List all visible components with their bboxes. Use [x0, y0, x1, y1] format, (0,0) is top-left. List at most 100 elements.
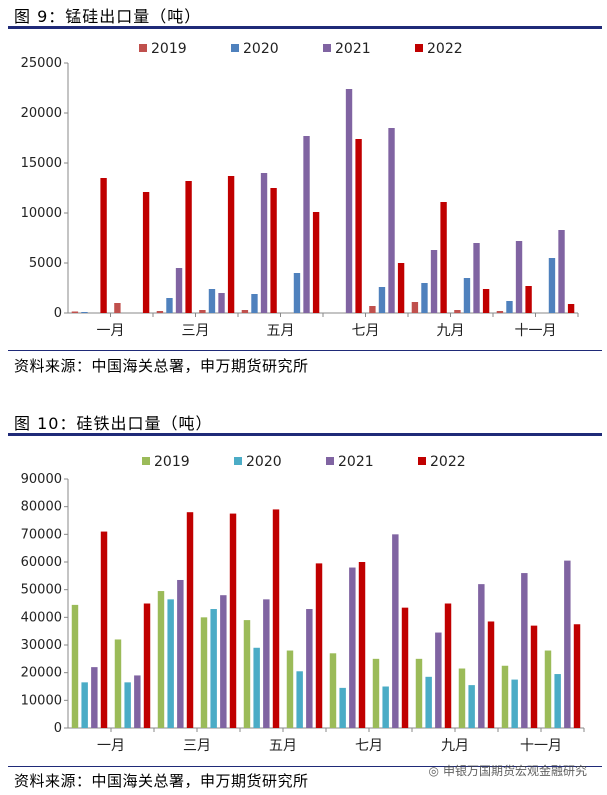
bar-2022-6 — [315, 563, 323, 728]
y-tick-label: 0 — [54, 721, 62, 736]
y-tick-label: 90000 — [21, 472, 62, 487]
bar-2022-10 — [482, 289, 490, 313]
bar-2020-6 — [296, 671, 303, 728]
bar-2019-12 — [544, 650, 552, 728]
bar-2019-9 — [415, 658, 423, 728]
legend-label-2019: 2019 — [151, 41, 187, 57]
x-tick-label: 五月 — [267, 323, 295, 339]
bar-2019-1 — [71, 311, 79, 313]
bar-2022-6 — [312, 212, 320, 313]
bar-2020-11 — [511, 679, 518, 728]
bar-2019-5 — [243, 620, 251, 728]
y-tick-label: 70000 — [21, 527, 62, 542]
bar-2021-7 — [345, 89, 353, 313]
bar-2019-8 — [372, 658, 380, 728]
bar-2020-5 — [251, 294, 258, 313]
bar-2021-11 — [515, 241, 523, 313]
bar-2020-1 — [81, 682, 88, 728]
bar-2022-1 — [100, 178, 107, 313]
bar-2019-3 — [156, 311, 164, 313]
y-tick-label: 40000 — [21, 610, 62, 625]
bar-2022-12 — [573, 624, 581, 728]
bar-2020-8 — [382, 686, 389, 728]
legend-swatch-2020 — [234, 457, 242, 465]
legend-swatch-2021 — [323, 44, 331, 52]
legend-label-2020: 2020 — [243, 41, 279, 57]
chart2-title: 图 10：硅铁出口量（吨） — [14, 414, 213, 433]
bar-2021-5 — [260, 173, 268, 313]
legend-swatch-2022 — [415, 44, 423, 52]
bar-2020-4 — [208, 289, 216, 313]
bar-2019-11 — [501, 665, 509, 728]
bar-2022-10 — [487, 621, 495, 728]
x-tick-label: 五月 — [269, 738, 297, 754]
bar-2020-1 — [81, 312, 88, 313]
bar-2021-9 — [435, 632, 442, 728]
bar-2021-3 — [175, 268, 183, 313]
x-tick-label: 十一月 — [520, 738, 562, 754]
bar-2022-9 — [440, 202, 447, 313]
chart1-title: 图 9：锰硅出口量（吨） — [14, 7, 202, 26]
bar-2020-5 — [253, 647, 260, 728]
bar-2021-12 — [564, 560, 571, 728]
bar-2019-4 — [199, 310, 206, 313]
legend-swatch-2021 — [326, 457, 334, 465]
bar-2022-3 — [185, 181, 192, 313]
y-tick-label: 20000 — [21, 106, 62, 121]
bar-2022-5 — [272, 509, 280, 728]
bar-2022-12 — [567, 304, 575, 313]
chart2-title-rule — [8, 433, 602, 436]
bar-2020-3 — [167, 599, 174, 728]
bar-2021-10 — [473, 243, 480, 313]
bar-2021-6 — [306, 609, 313, 728]
bar-2021-5 — [263, 599, 270, 728]
bar-2020-11 — [506, 301, 513, 313]
bar-2020-4 — [210, 609, 217, 728]
chart2-bottom-rule — [8, 766, 602, 767]
bar-2021-9 — [430, 250, 438, 313]
y-tick-label: 80000 — [21, 500, 62, 515]
chart1-title-rule — [8, 26, 602, 29]
chart1-manganese-silicon-exports: 0 5000 10000 15000 20000 25000 一月 三月 五月 七月 九月 十一月 20… — [21, 41, 579, 339]
bar-2020-8 — [378, 287, 386, 313]
x-tick-label: 七月 — [355, 738, 383, 754]
bar-2019-3 — [157, 591, 165, 728]
y-tick-label: 0 — [54, 306, 62, 321]
x-tick-label: 一月 — [97, 738, 125, 754]
y-tick-label: 15000 — [21, 156, 62, 171]
bar-2020-10 — [468, 685, 475, 728]
bar-2022-11 — [525, 286, 532, 313]
x-tick-label: 七月 — [352, 323, 380, 339]
legend-label-2021: 2021 — [335, 41, 371, 57]
bar-2021-8 — [392, 534, 399, 728]
bar-2022-2 — [143, 603, 151, 728]
bar-2020-2 — [124, 682, 131, 728]
bar-2021-10 — [478, 584, 485, 728]
bar-2021-12 — [558, 230, 565, 313]
legend-swatch-2022 — [418, 457, 426, 465]
bar-2020-6 — [293, 273, 301, 313]
y-tick-label: 20000 — [21, 666, 62, 681]
bar-2022-11 — [530, 625, 538, 728]
bar-2019-7 — [329, 653, 337, 728]
bar-2019-10 — [454, 310, 461, 313]
bar-2021-8 — [388, 128, 395, 313]
bar-2020-10 — [463, 278, 471, 313]
bar-2019-2 — [114, 303, 121, 313]
chart2-ferrosilicon-exports: 0 10000 20000 30000 40000 50000 60000 70000 8000… — [21, 454, 585, 754]
bar-2019-2 — [114, 639, 122, 728]
bar-2019-5 — [241, 310, 249, 313]
x-tick-label: 九月 — [437, 323, 465, 339]
x-tick-label: 三月 — [183, 738, 211, 754]
y-tick-label: 50000 — [21, 583, 62, 598]
bar-2019-11 — [496, 311, 504, 313]
legend-label-2020: 2020 — [246, 454, 282, 470]
legend-swatch-2019 — [142, 457, 150, 465]
bar-2022-7 — [358, 562, 366, 728]
chart1-source: 资料来源：中国海关总署，申万期货研究所 — [14, 357, 309, 375]
bar-2020-9 — [425, 676, 432, 728]
y-tick-label: 10000 — [21, 206, 62, 221]
wechat-icon: ◎ — [428, 763, 439, 778]
legend-label-2021: 2021 — [338, 454, 374, 470]
bar-2022-2 — [142, 192, 150, 313]
